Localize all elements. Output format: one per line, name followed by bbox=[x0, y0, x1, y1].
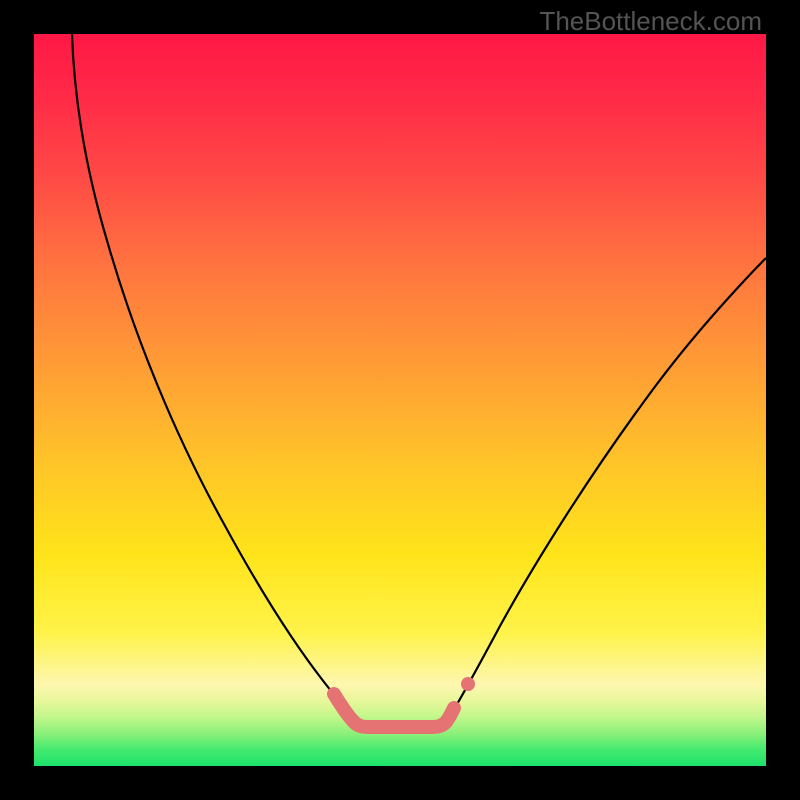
curve-layer bbox=[34, 34, 766, 766]
chart-container: TheBottleneck.com bbox=[0, 0, 800, 800]
black-v-curve bbox=[72, 34, 766, 727]
plot-area bbox=[34, 34, 766, 766]
pink-highlight-segment bbox=[334, 694, 454, 727]
pink-highlight-dot bbox=[461, 677, 475, 691]
watermark-text: TheBottleneck.com bbox=[539, 6, 762, 37]
